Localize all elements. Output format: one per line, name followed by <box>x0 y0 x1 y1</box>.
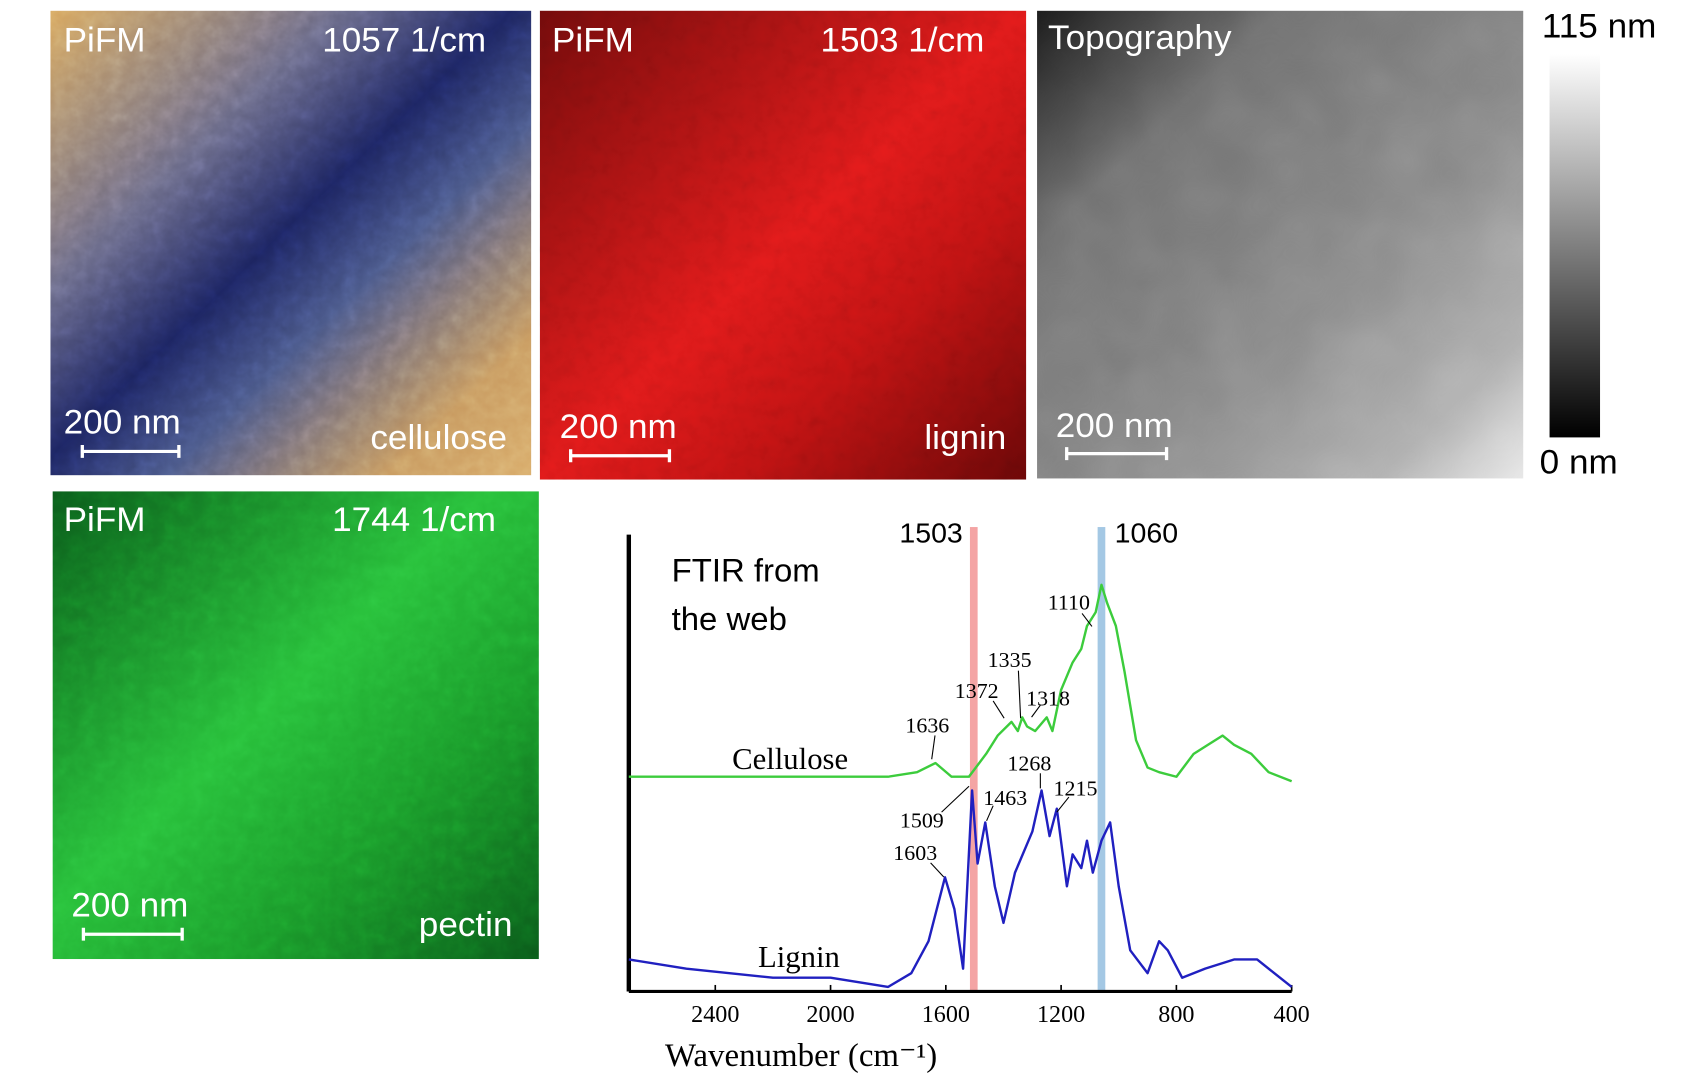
peak-leader <box>993 701 1004 718</box>
highlight-band <box>970 527 978 991</box>
peak-label: 1318 <box>1026 687 1070 711</box>
x-tick-label: 1600 <box>922 1002 970 1028</box>
scale-label: 200 nm <box>560 407 677 446</box>
page: PiFM and FTIR figure {"panels": [ {"mode… <box>0 0 1701 1080</box>
peak-label: 1215 <box>1054 776 1098 800</box>
wavenumber-label: 1503 1/cm <box>820 21 984 60</box>
colorbar-gradient <box>1550 54 1600 437</box>
annotation: the web <box>672 600 787 637</box>
wavenumber-label: 1057 1/cm <box>322 21 486 60</box>
peak-label: 1509 <box>900 809 944 833</box>
panel-topography: Topography 200 nm <box>1037 11 1523 479</box>
peak-leader <box>1018 671 1020 719</box>
series-label: Cellulose <box>732 742 848 776</box>
panel-cellulose: PiFM 1057 1/cm 200 nm cellulose <box>50 11 531 475</box>
mode-label: PiFM <box>64 21 146 60</box>
annotation: FTIR from <box>672 552 820 589</box>
component-label: cellulose <box>370 418 507 457</box>
x-tick-label: 2000 <box>806 1002 854 1028</box>
peak-leader <box>942 786 969 812</box>
scale-label: 200 nm <box>71 886 188 925</box>
x-tick-label: 800 <box>1158 1002 1194 1028</box>
ftir-chart: FTIR from the web Wavenumber (cm⁻¹) 1503… <box>629 517 1310 1075</box>
peak-label: 1110 <box>1048 591 1090 615</box>
body: PiFM 1057 1/cm 200 nm cellulose PiFM 150… <box>0 0 1701 1080</box>
mode-label: PiFM <box>64 500 146 539</box>
peak-label: 1603 <box>893 841 937 865</box>
peak-label: 1636 <box>905 714 949 738</box>
wavenumber-label: 1744 1/cm <box>332 500 496 539</box>
peak-leader <box>932 735 935 759</box>
x-tick-label: 400 <box>1274 1002 1310 1028</box>
x-tick-label: 2400 <box>691 1002 739 1028</box>
mode-label: Topography <box>1048 18 1232 57</box>
panel-lignin: PiFM 1503 1/cm 200 nm lignin <box>540 11 1026 480</box>
series-label: Lignin <box>758 940 840 974</box>
panel-pectin: PiFM 1744 1/cm 200 nm pectin <box>53 491 539 959</box>
highlight-label: 1503 <box>899 517 962 549</box>
x-tick-label: 1200 <box>1037 1002 1085 1028</box>
component-label: pectin <box>419 905 513 944</box>
scale-label: 200 nm <box>64 403 181 442</box>
figure: PiFM 1057 1/cm 200 nm cellulose PiFM 150… <box>0 0 1701 1080</box>
colorbar-max: 115 nm <box>1542 7 1656 46</box>
peak-label: 1268 <box>1007 752 1051 776</box>
peak-label: 1372 <box>955 679 999 703</box>
mode-label: PiFM <box>552 21 634 60</box>
peak-label: 1463 <box>983 786 1027 810</box>
highlight-label: 1060 <box>1115 517 1178 549</box>
scale-label: 200 nm <box>1056 406 1173 445</box>
x-axis-label: Wavenumber (cm⁻¹) <box>665 1038 937 1074</box>
peak-label: 1335 <box>988 648 1032 672</box>
colorbar-min: 0 nm <box>1540 443 1618 482</box>
colorbar: 115 nm 0 nm <box>1540 7 1657 482</box>
spectrum-line <box>629 790 1292 986</box>
component-label: lignin <box>924 418 1006 457</box>
